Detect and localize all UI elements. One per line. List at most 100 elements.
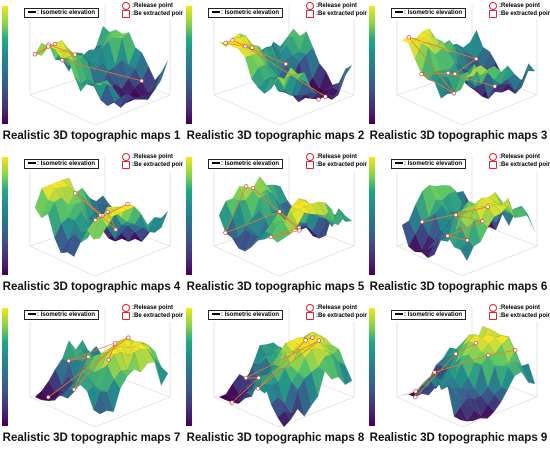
legend-label-extracted: :Be extracted point (132, 162, 183, 168)
route-point-marker (125, 201, 130, 207)
colorbar (2, 308, 8, 426)
isometric-legend: : Isometric elevation (24, 159, 100, 169)
route-point-marker (486, 353, 491, 358)
legend-label-extracted: :Be extracted point (316, 11, 367, 17)
route-point-marker (223, 40, 228, 46)
surface-facet (154, 60, 169, 90)
legend-row-release: :Release point (489, 153, 550, 161)
route-point-marker (432, 370, 437, 375)
legend-label-extracted: :Be extracted point (499, 162, 550, 168)
route-point-marker (255, 386, 261, 391)
legend-label-release: :Release point (316, 3, 358, 9)
legend-label-extracted: :Be extracted point (316, 313, 367, 319)
route-point-marker (451, 91, 457, 96)
isometric-legend-label: : Isometric elevation (404, 312, 463, 318)
topographic-map-panel-7: : Isometric elevation:Release point:Be e… (0, 302, 183, 453)
extracted-point-icon (122, 312, 130, 320)
route-point-marker (256, 375, 261, 380)
terrain-surface (29, 307, 171, 428)
route-point-marker (60, 58, 65, 63)
route-point-marker (52, 41, 58, 47)
route-point-marker (513, 348, 518, 353)
colorbar (186, 6, 192, 124)
colorbar (2, 6, 8, 124)
extracted-point-icon (489, 161, 497, 169)
topographic-map-panel-5: : Isometric elevation :Release point :Be e… (184, 151, 367, 302)
panel-caption: Realistic 3D topographic maps 8 (186, 432, 365, 444)
point-legend: :Release point :Be extracted point (306, 2, 367, 18)
route-point-marker (73, 191, 78, 196)
route-point-marker (46, 395, 51, 400)
route-point-marker (310, 335, 315, 340)
topographic-map-panel-4: : Isometric elevation :Release point :Be e… (0, 151, 183, 302)
route-point-marker (277, 209, 282, 214)
route-point-marker (126, 335, 131, 340)
legend-label-release: :Release point (132, 154, 174, 160)
legend-row-extracted: :Be extracted point (122, 161, 183, 169)
terrain-surface (213, 307, 355, 428)
isometric-line-icon (212, 313, 220, 316)
route-point-marker (445, 70, 451, 76)
colorbar (369, 308, 375, 426)
isometric-legend-label: : Isometric elevation (404, 161, 463, 167)
route-point-marker (413, 389, 418, 394)
legend-label-release: :Release point (499, 3, 541, 9)
isometric-legend-label: : Isometric elevation (221, 312, 280, 318)
topographic-map-panel-3: : Isometric elevation:Release point:Be e… (367, 0, 550, 151)
extracted-point-icon (489, 312, 497, 320)
topographic-map-panel-1: : Isometric elevation:Release point:Be e… (0, 0, 183, 151)
route-point-marker (419, 72, 424, 77)
route-point-marker (98, 213, 103, 218)
isometric-legend: : Isometric elevation (391, 159, 467, 169)
legend-label-release: :Release point (316, 154, 358, 160)
isometric-legend: : Isometric elevation (208, 159, 284, 169)
route-point-marker (86, 354, 91, 359)
route-point-marker (93, 218, 98, 223)
isometric-legend-label: : Isometric elevation (221, 10, 280, 16)
legend-label-extracted: :Be extracted point (499, 313, 550, 319)
isometric-legend: : Isometric elevation (391, 310, 467, 320)
route-point-marker (223, 230, 228, 235)
legend-row-extracted: :Be extracted point (306, 312, 367, 320)
legend-label-release: :Release point (132, 305, 174, 311)
route-point-marker (106, 357, 111, 362)
route-point-marker (303, 338, 308, 343)
legend-row-release: :Release point (489, 304, 550, 312)
panel-caption: Realistic 3D topographic maps 3 (369, 130, 548, 142)
legend-row-release: :Release point (489, 2, 550, 10)
extracted-point-icon (122, 161, 130, 169)
release-point-icon (122, 2, 130, 10)
route-point-marker (243, 375, 249, 381)
route-point-marker (113, 227, 118, 232)
route-point-marker (465, 238, 470, 243)
topographic-map-panel-8: : Isometric elevation:Release point:Be e… (184, 302, 367, 453)
panel-caption: Realistic 3D topographic maps 9 (369, 432, 548, 444)
isometric-legend-label: : Isometric elevation (404, 10, 463, 16)
isometric-legend: : Isometric elevation (391, 8, 467, 18)
route-point-marker (406, 35, 411, 40)
legend-row-release: :Release point (306, 2, 367, 10)
legend-row-extracted: :Be extracted point (122, 10, 183, 18)
route-point-marker (453, 212, 458, 218)
legend-row-extracted: :Be extracted point (489, 161, 550, 169)
route-point-marker (243, 44, 248, 49)
isometric-line-icon (395, 11, 403, 14)
panel-caption: Realistic 3D topographic maps 6 (369, 281, 548, 293)
route-point-marker (268, 234, 274, 240)
route-point-marker (105, 209, 110, 214)
extracted-point-icon (489, 10, 497, 18)
route-point-marker (297, 228, 302, 233)
isometric-line-icon (395, 313, 403, 316)
route-point-marker (283, 61, 288, 67)
route-point-marker (323, 94, 328, 99)
point-legend: :Release point:Be extracted point (122, 2, 183, 18)
legend-row-extracted: :Be extracted point (122, 312, 183, 320)
route-point-marker (485, 204, 490, 209)
route-point-marker (474, 56, 479, 61)
route-point-marker (229, 400, 235, 405)
terrain-surface (29, 5, 171, 126)
point-legend: :Release point :Be extracted point (122, 153, 183, 169)
extracted-point-icon (306, 312, 314, 320)
route-point-marker (316, 338, 321, 343)
legend-label-extracted: :Be extracted point (316, 162, 367, 168)
